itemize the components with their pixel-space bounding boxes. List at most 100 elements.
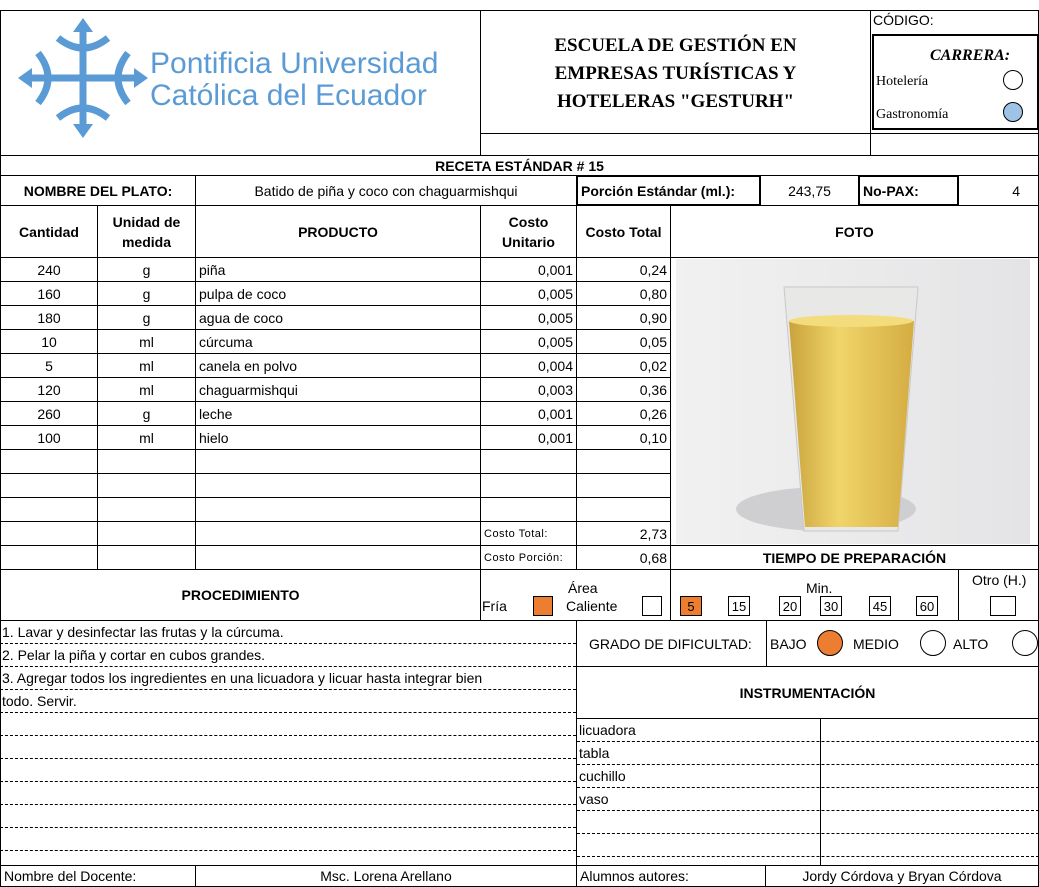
empty-cell — [480, 473, 577, 498]
empty-cell — [480, 497, 577, 522]
empty-line — [0, 827, 576, 851]
table-cell: 0,05 — [576, 329, 671, 354]
portion-label: Porción Estándar (ml.): — [576, 175, 761, 206]
empty-cell — [195, 449, 481, 474]
empty-line — [577, 810, 1039, 834]
procedure-title: PROCEDIMIENTO — [0, 569, 481, 621]
column-header: Costo Total — [576, 205, 671, 258]
table-cell: Costo Porción: — [480, 545, 577, 570]
area-option: Fría — [482, 598, 507, 614]
career-option: Hotelería — [876, 74, 929, 89]
minute-box: 15 — [728, 596, 750, 616]
table-cell: 180 — [0, 305, 98, 330]
difficulty-radio — [920, 630, 946, 656]
instrument-item: tabla — [577, 741, 1039, 765]
minute-box: 20 — [779, 596, 801, 616]
table-cell: hielo — [195, 425, 481, 450]
table-cell: g — [97, 401, 196, 426]
empty-cell — [97, 545, 196, 570]
instruments-frame — [576, 718, 1039, 866]
table-cell: g — [97, 281, 196, 306]
career-box — [872, 34, 1039, 130]
empty-cell — [0, 497, 98, 522]
portion-value: 243,75 — [760, 175, 859, 206]
table-cell: 10 — [0, 329, 98, 354]
empty-cell — [195, 545, 481, 570]
photo-header: FOTO — [670, 205, 1039, 258]
table-cell: 0,36 — [576, 377, 671, 402]
table-cell: 0,26 — [576, 401, 671, 426]
table-cell: 2,73 — [576, 521, 671, 546]
minute-box: 30 — [820, 596, 842, 616]
empty-cell — [195, 473, 481, 498]
school-name: ESCUELA DE GESTIÓN EN EMPRESAS TURÍSTICA… — [480, 32, 871, 116]
table-cell: 0,02 — [576, 353, 671, 378]
table-cell: 240 — [0, 257, 98, 282]
column-header: Cantidad — [0, 205, 98, 258]
table-cell: 0,003 — [480, 377, 577, 402]
table-cell: 260 — [0, 401, 98, 426]
authors-label: Alumnos autores: — [576, 865, 766, 887]
table-cell: 0,24 — [576, 257, 671, 282]
table-cell: ml — [97, 329, 196, 354]
school-line: ESCUELA DE GESTIÓN EN — [554, 35, 797, 56]
university-line: Católica del Ecuador — [150, 79, 427, 112]
empty-line — [0, 804, 576, 828]
difficulty-level: BAJO — [770, 636, 807, 652]
difficulty-level: ALTO — [953, 636, 989, 652]
table-cell: 0,68 — [576, 545, 671, 570]
empty-cell — [0, 545, 98, 570]
table-cell: 0,001 — [480, 401, 577, 426]
difficulty-divider — [766, 620, 773, 667]
table-cell: leche — [195, 401, 481, 426]
other-box — [990, 596, 1016, 616]
school-line: EMPRESAS TURÍSTICAS Y — [554, 63, 797, 84]
empty-cell — [97, 521, 196, 546]
column-header: PRODUCTO — [195, 205, 481, 258]
procedure-line: 3. Agregar todos los ingredientes en una… — [0, 666, 576, 690]
header-divider — [481, 133, 1039, 134]
table-cell: 0,90 — [576, 305, 671, 330]
area-box — [642, 596, 662, 616]
table-cell: 0,005 — [480, 281, 577, 306]
empty-line — [0, 735, 576, 759]
table-cell: 5 — [0, 353, 98, 378]
school-line: HOTELERAS "GESTURH" — [556, 91, 795, 112]
table-cell: 0,10 — [576, 425, 671, 450]
table-cell: canela en polvo — [195, 353, 481, 378]
empty-cell — [195, 521, 481, 546]
difficulty-radio-selected — [817, 630, 843, 656]
empty-cell — [576, 497, 671, 522]
university-line: Pontificia Universidad — [150, 47, 439, 80]
empty-cell — [480, 449, 577, 474]
prep-time-title: TIEMPO DE PREPARACIÓN — [670, 545, 1039, 570]
pax-value: 4 — [958, 175, 1039, 206]
empty-line — [0, 712, 576, 736]
dish-label: NOMBRE DEL PLATO: — [0, 175, 196, 206]
instrument-item: licuadora — [577, 718, 1039, 742]
minute-box: 60 — [916, 596, 938, 616]
table-cell: cúrcuma — [195, 329, 481, 354]
instruments-title: INSTRUMENTACIÓN — [576, 666, 1039, 719]
career-label: CARRERA: — [930, 47, 1011, 64]
table-cell: 0,80 — [576, 281, 671, 306]
minute-box-selected: 5 — [680, 596, 702, 616]
recipe-title: RECETA ESTÁNDAR # 15 — [0, 155, 1039, 176]
university-name: Pontificia Universidad Católica del Ecua… — [150, 48, 438, 112]
empty-cell — [0, 473, 98, 498]
column-header: Costo Unitario — [480, 205, 577, 258]
career-radio — [1003, 70, 1023, 90]
empty-cell — [97, 449, 196, 474]
procedure-frame — [0, 620, 577, 866]
empty-line — [0, 781, 576, 805]
table-cell: Costo Total: — [480, 521, 577, 546]
table-cell: piña — [195, 257, 481, 282]
minute-box: 45 — [869, 596, 891, 616]
procedure-line: 2. Pelar la piña y cortar en cubos grand… — [0, 643, 576, 667]
table-cell: 160 — [0, 281, 98, 306]
table-cell: 0,004 — [480, 353, 577, 378]
authors-names: Jordy Córdova y Bryan Córdova — [765, 865, 1039, 887]
